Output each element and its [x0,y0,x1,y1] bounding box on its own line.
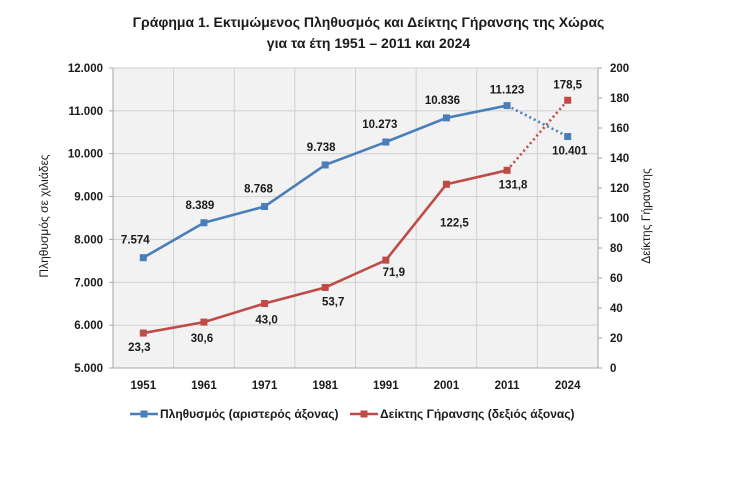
right-tick-label: 120 [610,183,629,195]
right-tick-label: 20 [610,333,623,345]
data-label: 71,9 [383,267,405,279]
x-tick-label: 1981 [312,380,338,392]
data-label: 10.401 [552,146,588,158]
data-point [382,256,390,264]
left-tick-label: 6.000 [74,320,103,332]
x-tick-label: 2001 [434,380,460,392]
data-point [261,203,269,211]
legend-swatch-marker [360,410,368,418]
data-point [442,180,450,188]
data-point [442,114,450,122]
data-label: 23,3 [128,342,150,354]
series-line-projection [506,104,569,138]
data-point [564,133,572,141]
data-labels: 7.574 8.389 8.768 9.738 10.273 10.836 11.123 10… [121,79,588,354]
data-point [564,96,572,104]
data-label: 8.389 [186,200,215,212]
x-tick-label: 1991 [373,380,399,392]
chart-title: Γράφημα 1. Εκτιμώμενος Πληθυσμός και Δεί… [132,14,605,30]
data-point [139,329,147,337]
series-markers [139,96,572,337]
x-tick-label: 2011 [495,380,521,392]
data-label: 10.836 [425,95,460,107]
data-point [321,161,329,169]
right-axis-ticks: 0 20 40 60 80 100 120 140 160 180 200 [598,63,629,375]
data-label: 10.273 [362,119,397,131]
data-point [382,138,390,146]
left-tick-label: 8.000 [74,234,103,246]
right-tick-label: 60 [610,273,623,285]
data-point [139,254,147,262]
right-tick-label: 160 [610,123,629,135]
right-axis-title: Δείκτης Γήρανσης [639,168,653,264]
legend-swatch-marker [140,410,148,418]
x-tick-label: 1971 [252,380,278,392]
right-tick-label: 100 [610,213,629,225]
left-tick-label: 10.000 [68,149,103,161]
left-tick-label: 7.000 [74,277,103,289]
left-axis-title: Πληθυσμός σε χιλιάδες [37,154,51,277]
right-tick-label: 40 [610,303,623,315]
right-tick-label: 200 [610,63,629,75]
data-point [261,300,269,307]
data-label: 53,7 [322,296,344,308]
data-label: 131,8 [499,179,528,191]
legend-label: Δείκτης Γήρανσης (δεξιός άξονας) [380,407,574,421]
left-tick-label: 5.000 [74,363,103,375]
legend: Πληθυσμός (αριστερός άξονας) Δείκτης Γήρα… [130,407,574,421]
data-label: 7.574 [121,235,150,247]
right-tick-label: 0 [610,363,616,375]
chart-subtitle: για τα έτη 1951 – 2011 και 2024 [266,35,471,51]
x-axis-ticks: 1951 1961 1971 1981 1991 2001 2011 2024 [131,380,582,392]
gridlines [113,67,598,369]
x-tick-label: 1951 [131,380,157,392]
left-tick-label: 9.000 [74,192,103,204]
data-label: 43,0 [255,315,277,327]
data-label: 30,6 [191,333,213,345]
x-tick-label: 2024 [555,380,581,392]
right-tick-label: 140 [610,153,629,165]
left-tick-label: 12.000 [68,63,103,75]
legend-label: Πληθυσμός (αριστερός άξονας) [160,407,339,421]
data-point [321,283,329,291]
data-label: 11.123 [490,85,525,97]
right-tick-label: 80 [610,243,623,255]
data-point [200,219,208,227]
data-label: 9.738 [307,142,336,154]
left-tick-label: 11.000 [68,106,103,118]
data-point [503,102,511,110]
right-tick-label: 180 [610,93,629,105]
x-tick-label: 1961 [191,380,217,392]
data-label: 8.768 [244,184,273,196]
data-label: 178,5 [553,79,582,91]
data-label: 122,5 [440,217,469,229]
data-point [503,166,511,174]
series-line-projection [506,99,569,172]
left-axis-ticks: 5.000 6.000 7.000 8.000 9.000 10.000 11.000 12.… [68,63,113,375]
data-point [200,318,208,326]
